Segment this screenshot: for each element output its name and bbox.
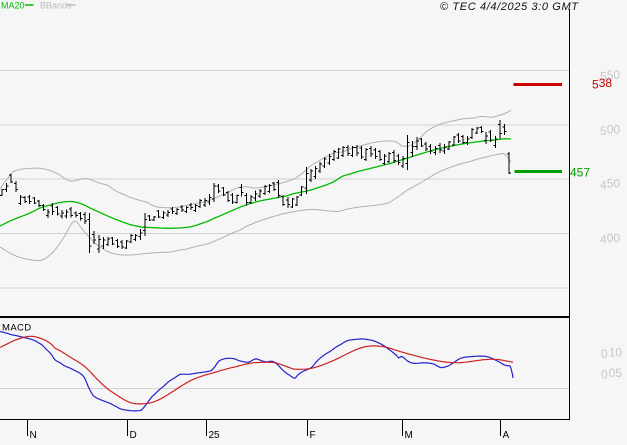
svg-text:538: 538 (592, 76, 612, 92)
svg-text:D: D (130, 430, 137, 440)
svg-text:450: 450 (600, 176, 620, 192)
svg-text:500: 500 (600, 122, 620, 138)
svg-text:© TEC 4/4/2025 3:0 GMT: © TEC 4/4/2025 3:0 GMT (440, 1, 579, 13)
svg-text:F: F (310, 430, 316, 440)
svg-text:400: 400 (600, 231, 620, 247)
svg-text:M: M (405, 430, 413, 440)
svg-text:457: 457 (570, 166, 590, 180)
svg-text:MACD: MACD (2, 323, 32, 334)
svg-text:25: 25 (209, 430, 221, 440)
svg-text:MA20: MA20 (1, 1, 25, 11)
svg-text:N: N (30, 430, 37, 440)
svg-text:0 05: 0 05 (601, 366, 622, 382)
svg-text:0 10: 0 10 (601, 345, 622, 361)
svg-text:550: 550 (600, 68, 620, 84)
svg-text:BBands: BBands (40, 1, 72, 11)
svg-text:A: A (503, 430, 510, 440)
